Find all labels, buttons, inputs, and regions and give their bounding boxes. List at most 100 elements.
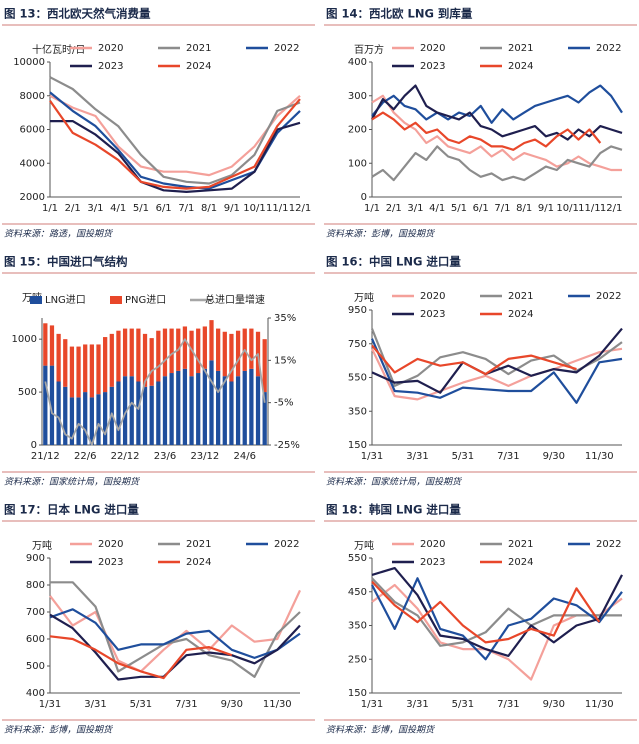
series-line bbox=[49, 76, 301, 185]
y-tick-label: 300 bbox=[348, 91, 367, 102]
series-line bbox=[50, 120, 301, 193]
y-axis-label: 百万方 bbox=[354, 43, 384, 56]
bar-segment bbox=[103, 392, 108, 445]
bar-segment bbox=[122, 376, 128, 445]
bar-segment bbox=[76, 397, 81, 445]
legend-label: 2023 bbox=[420, 309, 445, 320]
y-tick-label: 250 bbox=[348, 654, 367, 665]
bar-segment bbox=[69, 397, 75, 445]
y-axis-label: 万吨 bbox=[354, 539, 374, 552]
bar-segment bbox=[249, 328, 254, 369]
bar-segment bbox=[162, 376, 168, 445]
x-tick-label: 21/12 bbox=[31, 451, 60, 462]
series-line bbox=[49, 635, 233, 680]
legend-label: 2020 bbox=[420, 43, 445, 54]
x-tick-label: 3/1 bbox=[407, 203, 423, 214]
x-tick-label: 12/1 bbox=[289, 203, 311, 214]
x-tick-label: 7/1 bbox=[494, 203, 510, 214]
y-tick-label: 500 bbox=[18, 387, 37, 398]
bar-segment bbox=[196, 373, 201, 445]
legend-label: 2021 bbox=[508, 43, 533, 54]
legend-label: 2021 bbox=[186, 539, 211, 550]
bar-segment bbox=[103, 337, 108, 393]
x-tick-label: 3/31 bbox=[406, 699, 428, 710]
bar-segment bbox=[222, 331, 227, 377]
y2-tick-label: -25% bbox=[274, 440, 300, 451]
legend-label: 2020 bbox=[98, 43, 123, 54]
bar-segment bbox=[156, 381, 161, 445]
y-tick-label: 150 bbox=[348, 688, 367, 699]
bar-segment bbox=[189, 376, 194, 445]
bar-segment bbox=[129, 376, 134, 445]
y-tick-label: 550 bbox=[348, 553, 367, 564]
x-tick-label: 1/31 bbox=[361, 699, 383, 710]
legend-label: 2023 bbox=[98, 557, 123, 568]
series-line bbox=[49, 98, 301, 190]
series-line bbox=[50, 581, 301, 678]
source: 资料来源：路透，国投期货 bbox=[4, 229, 114, 240]
x-tick-label: 11/1 bbox=[578, 203, 600, 214]
x-tick-label: 4/1 bbox=[110, 203, 126, 214]
legend-label: 2022 bbox=[596, 291, 621, 302]
bar-segment bbox=[222, 376, 227, 445]
series-line bbox=[49, 589, 301, 673]
bar-segment bbox=[136, 328, 141, 382]
x-tick-label: 1/1 bbox=[42, 203, 58, 214]
series-line bbox=[49, 94, 301, 177]
x-tick-label: 12/1 bbox=[600, 203, 622, 214]
source: 资料来源：彭博，国投期货 bbox=[4, 725, 114, 736]
bar-segment bbox=[43, 323, 48, 366]
legend-label: 2020 bbox=[420, 539, 445, 550]
legend-label: 2022 bbox=[274, 43, 299, 54]
x-tick-label: 7/31 bbox=[497, 451, 519, 462]
y-tick-label: 400 bbox=[26, 688, 45, 699]
figure-title: 图 18：韩国 LNG 进口量 bbox=[326, 503, 461, 517]
series-line bbox=[371, 327, 623, 394]
x-tick-label: 23/12 bbox=[190, 451, 219, 462]
bar-segment bbox=[169, 373, 174, 445]
bar-segment bbox=[142, 333, 148, 387]
x-tick-label: 1/31 bbox=[39, 699, 61, 710]
legend-label: 2024 bbox=[508, 557, 533, 568]
x-tick-label: 22/12 bbox=[111, 451, 140, 462]
bar-segment bbox=[242, 370, 247, 445]
bar-segment bbox=[229, 333, 234, 382]
y-tick-label: 550 bbox=[348, 373, 367, 384]
bar-segment bbox=[96, 394, 101, 445]
x-tick-label: 10/1 bbox=[556, 203, 578, 214]
figure-title: 图 15：中国进口气结构 bbox=[4, 255, 128, 269]
y2-tick-label: -5% bbox=[274, 398, 293, 409]
x-tick-label: 23/6 bbox=[154, 451, 176, 462]
legend-label: 2022 bbox=[274, 539, 299, 550]
bar-segment bbox=[182, 326, 188, 369]
bar-segment bbox=[149, 338, 154, 386]
bar-segment bbox=[176, 370, 181, 445]
bar-segment bbox=[182, 368, 188, 445]
source: 资料来源：国家统计局，国投期货 bbox=[4, 477, 141, 488]
bar-segment bbox=[43, 365, 48, 445]
y-tick-label: 500 bbox=[26, 661, 45, 672]
legend-label: 2020 bbox=[420, 291, 445, 302]
x-tick-label: 2/1 bbox=[386, 203, 402, 214]
legend-label: 2024 bbox=[186, 557, 211, 568]
y-tick-label: 6000 bbox=[20, 125, 45, 136]
series-line bbox=[371, 580, 601, 644]
legend-label: 2024 bbox=[508, 309, 533, 320]
bar-segment bbox=[216, 370, 221, 445]
x-tick-label: 5/31 bbox=[452, 699, 474, 710]
y-tick-label: 8000 bbox=[20, 91, 45, 102]
series-line bbox=[371, 577, 622, 647]
series-line bbox=[371, 94, 622, 172]
figure-title: 图 17：日本 LNG 进口量 bbox=[4, 503, 139, 517]
series-line bbox=[371, 577, 623, 661]
source: 资料来源：国家统计局，国投期货 bbox=[326, 477, 463, 488]
legend-label: 2020 bbox=[98, 539, 123, 550]
bar-segment bbox=[96, 344, 101, 395]
x-tick-label: 11/30 bbox=[263, 699, 292, 710]
y2-tick-label: 15% bbox=[274, 355, 296, 366]
bar-segment bbox=[235, 330, 241, 377]
x-tick-label: 11/1 bbox=[266, 203, 288, 214]
x-tick-label: 6/1 bbox=[156, 203, 172, 214]
x-tick-label: 5/31 bbox=[130, 699, 152, 710]
